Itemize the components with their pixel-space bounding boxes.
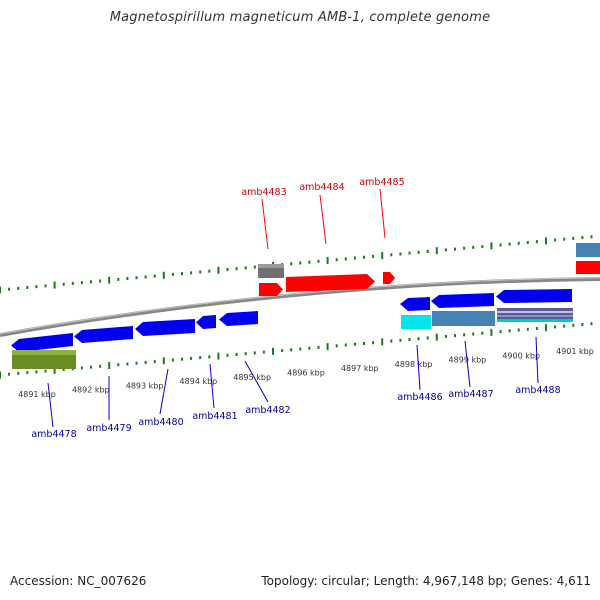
- gene-label-amb4478[interactable]: amb4478: [31, 429, 76, 440]
- scale-label: 4895 kbp: [233, 373, 271, 382]
- leader-amb4484: [319, 194, 327, 245]
- gene-arrow-amb4480[interactable]: [135, 319, 195, 336]
- gene-label-amb4479[interactable]: amb4479: [86, 423, 131, 434]
- leader-amb4480: [159, 368, 169, 415]
- leader-amb4487: [464, 340, 471, 388]
- gene-arrow-amb4487[interactable]: [431, 293, 494, 308]
- gene-feature-amb4486-cyan[interactable]: [401, 315, 431, 329]
- gene-label-amb4483[interactable]: amb4483: [241, 187, 286, 198]
- lower-tick-track: [0, 322, 593, 379]
- gene-arrow-amb4478[interactable]: [11, 333, 73, 352]
- gene-feature-amb4488-stripe-3: [497, 319, 573, 322]
- gene-feature-amb4478-olive-shine: [12, 350, 76, 355]
- topology-summary: Topology: circular; Length: 4,967,148 bp…: [261, 574, 591, 588]
- genome-backbone: [0, 277, 600, 337]
- upper-tick-track: [0, 235, 593, 294]
- gene-arrow-amb4486[interactable]: [400, 297, 430, 311]
- scale-label: 4901 kbp: [556, 347, 594, 356]
- scale-label: 4893 kbp: [126, 381, 164, 390]
- scale-label: 4900 kbp: [502, 351, 540, 360]
- gene-arrow-amb4484[interactable]: [286, 274, 375, 292]
- leader-amb4478: [47, 382, 54, 428]
- leader-amb4482: [244, 360, 269, 403]
- gene-label-amb4488[interactable]: amb4488: [515, 385, 560, 396]
- gene-label-amb4486[interactable]: amb4486: [397, 392, 442, 403]
- scale-label: 4898 kbp: [395, 360, 433, 369]
- genome-backbone-highlight: [0, 277, 600, 335]
- map-title: Magnetospirillum magneticum AMB-1, compl…: [109, 10, 491, 25]
- leader-amb4488: [535, 336, 539, 384]
- scale-label: 4897 kbp: [341, 364, 379, 373]
- gene-arrow-amb4481[interactable]: [196, 315, 216, 329]
- gene-feature-right-red[interactable]: [576, 261, 600, 274]
- gene-arrow-amb4482[interactable]: [219, 311, 258, 326]
- gene-feature-amb4488-stripe-1: [497, 311, 573, 313]
- scale-label: 4891 kbp: [18, 390, 56, 399]
- gene-label-amb4485[interactable]: amb4485: [359, 177, 404, 188]
- gene-feature-amb4488-stripe-2: [497, 315, 573, 317]
- gene-label-amb4480[interactable]: amb4480: [138, 417, 183, 428]
- gene-arrow-amb4485[interactable]: [383, 272, 395, 284]
- gene-arrow-amb4479[interactable]: [74, 326, 133, 343]
- gene-label-amb4482[interactable]: amb4482: [245, 405, 290, 416]
- scale-label: 4892 kbp: [72, 386, 110, 395]
- gene-label-amb4484[interactable]: amb4484: [299, 182, 344, 193]
- gene-leader-lines: [47, 188, 539, 428]
- gene-labels-bottom: amb4478 amb4479 amb4480 amb4481 amb4482 …: [31, 385, 560, 440]
- gene-labels-top: amb4483 amb4484 amb4485: [241, 177, 404, 198]
- gene-feature-amb4487-steelblue[interactable]: [432, 311, 495, 326]
- scale-labels: 4891 kbp 4892 kbp 4893 kbp 4894 kbp 4895 kbp…: [18, 347, 594, 399]
- gene-label-amb4481[interactable]: amb4481: [192, 411, 237, 422]
- gene-label-amb4487[interactable]: amb4487: [448, 389, 493, 400]
- scale-label: 4896 kbp: [287, 369, 325, 378]
- accession-text: Accession: NC_007626: [10, 574, 147, 588]
- leader-amb4483: [261, 198, 269, 250]
- leader-amb4481: [209, 363, 215, 409]
- leader-amb4486: [416, 344, 421, 391]
- gene-feature-amb4483-gray-shine: [258, 264, 284, 268]
- gene-feature-right-steelblue[interactable]: [576, 243, 600, 257]
- gene-arrow-amb4483[interactable]: [259, 283, 283, 296]
- leader-amb4485: [379, 188, 386, 239]
- gene-arrow-amb4488[interactable]: [496, 289, 572, 303]
- scale-label: 4894 kbp: [180, 377, 218, 386]
